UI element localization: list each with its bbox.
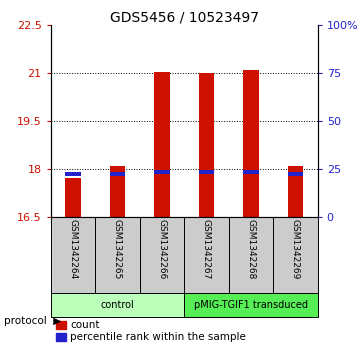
Bar	[243, 70, 259, 217]
Bar	[65, 178, 81, 217]
Bar	[140, 217, 184, 293]
Bar	[288, 172, 303, 176]
Text: control: control	[100, 300, 134, 310]
Text: GSM1342264: GSM1342264	[68, 219, 77, 279]
Text: GSM1342269: GSM1342269	[291, 219, 300, 280]
Bar	[273, 217, 318, 293]
Bar	[154, 72, 170, 217]
Bar	[199, 170, 214, 174]
Text: GSM1342268: GSM1342268	[247, 219, 255, 280]
Text: protocol  ▶: protocol ▶	[4, 316, 61, 326]
Bar	[243, 170, 259, 174]
Text: pMIG-TGIF1 transduced: pMIG-TGIF1 transduced	[194, 300, 308, 310]
Text: GSM1342267: GSM1342267	[202, 219, 211, 280]
Bar	[95, 217, 140, 293]
Text: GSM1342266: GSM1342266	[157, 219, 166, 280]
Bar	[229, 217, 273, 293]
Bar	[154, 170, 170, 174]
Bar	[288, 166, 303, 217]
Title: GDS5456 / 10523497: GDS5456 / 10523497	[110, 10, 258, 24]
Bar	[184, 293, 318, 317]
Legend: count, percentile rank within the sample: count, percentile rank within the sample	[56, 320, 246, 342]
Bar	[184, 217, 229, 293]
Text: GSM1342265: GSM1342265	[113, 219, 122, 280]
Bar	[199, 73, 214, 217]
Bar	[109, 172, 125, 176]
Bar	[51, 293, 184, 317]
Bar	[51, 217, 95, 293]
Bar	[109, 166, 125, 217]
Bar	[65, 172, 81, 176]
